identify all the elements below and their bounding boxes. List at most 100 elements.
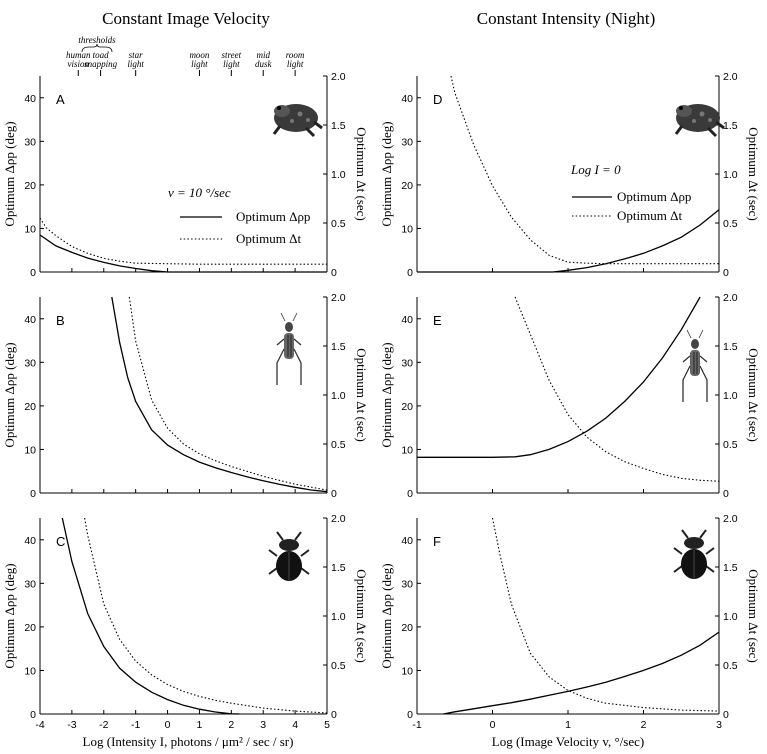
panel-b-ytick-right-label: 2.0 (331, 292, 346, 304)
panel-f-ytick-left-label: 30 (401, 578, 413, 590)
panel-f-series-rho (443, 631, 720, 715)
panel-f-ytick-right-label: 2.0 (723, 513, 738, 525)
panel-a-ytick-right-label: 2.0 (331, 71, 346, 83)
panel-f-ytick-left-label: 0 (407, 709, 413, 721)
panel-d-ytick-right-label: 1.0 (723, 169, 738, 181)
panel-d-letter: D (433, 92, 442, 107)
panel-f-ytick-left-label: 40 (401, 535, 413, 547)
panel-c-xtick-label: 4 (292, 719, 298, 731)
panel-f-xtick-label: 1 (565, 719, 571, 731)
panel-d-ytick-right-label: 1.5 (723, 120, 738, 132)
panel-a-ytick-left-label: 40 (24, 93, 36, 105)
panel-b-ytick-left-label: 0 (30, 488, 36, 500)
panel-e-ytick-right-label: 2.0 (723, 292, 738, 304)
panel-b-ytick-right-label: 1.0 (331, 390, 346, 402)
panel-f-y-axis-title-right: Optimum Δt (sec) (746, 569, 761, 663)
panel-a-y-axis-title-right: Optimum Δt (sec) (354, 127, 369, 221)
panel-c-ytick-right-label: 0 (331, 709, 337, 721)
panel-f-xtick-label: -1 (412, 719, 421, 731)
right-column-title: Constant Intensity (Night) (477, 9, 655, 28)
panel-c-ytick-left-label: 20 (24, 622, 36, 634)
threshold-label-line1: star (129, 50, 144, 60)
panel-c-xtick-label: 0 (165, 719, 171, 731)
panel-e-y-axis-title-left: Optimum Δρp (deg) (379, 342, 394, 447)
thresholds-bracket-label: thresholds (78, 35, 116, 45)
panel-f-series-dt (491, 517, 720, 712)
panel-b-ytick-left-label: 30 (24, 357, 36, 369)
cricket-icon (682, 329, 708, 402)
panel-b-series-rho (111, 296, 328, 493)
panel-f-y-axis-title-left: Optimum Δρp (deg) (379, 563, 394, 668)
panel-f-ytick-right-label: 0 (723, 709, 729, 721)
panel-c-xtick-label: 2 (228, 719, 234, 731)
panel-a-y-axis-title-left: Optimum Δρp (deg) (2, 121, 17, 226)
panel-c-ytick-right-label: 2.0 (331, 513, 346, 525)
panel-d-y-axis-title-left: Optimum Δρp (deg) (379, 121, 394, 226)
cricket-icon (276, 312, 302, 385)
threshold-label-line1: street (221, 50, 241, 60)
panel-f-ytick-left-label: 10 (401, 665, 413, 677)
panel-b-ytick-right-label: 0.5 (331, 439, 346, 451)
x-axis-title-right: Log (Image Velocity v, °/sec) (492, 734, 644, 749)
panel-b-ytick-left-label: 10 (24, 444, 36, 456)
panel-e-ytick-left-label: 40 (401, 314, 413, 326)
panel-e-ytick-left-label: 10 (401, 444, 413, 456)
panel-e-y-axis-title-right: Optimum Δt (sec) (746, 348, 761, 442)
panel-c-ytick-left-label: 0 (30, 709, 36, 721)
panel-c-xtick-label: -4 (35, 719, 44, 731)
panel-b-letter: B (56, 313, 65, 328)
panel-c-xtick-label: 5 (324, 719, 330, 731)
panel-e: 0 10 20 30 40 0 0.5 1.0 1.5 2.0 E Optimum Δρp (deg)… (379, 292, 761, 500)
threshold-label-line2: light (191, 59, 208, 69)
toad-icon (674, 104, 725, 138)
panel-c-ytick-left-label: 30 (24, 578, 36, 590)
panel-d-series-rho (417, 209, 720, 273)
panel-c-y-axis-title-left: Optimum Δρp (deg) (2, 563, 17, 668)
panel-d: 0 10 20 30 40 0 0.5 1.0 1.5 2.0 D Optimum Δρp (deg)… (379, 71, 761, 279)
threshold-label-line1: toad (93, 50, 110, 60)
panel-a-ytick-left-label: 0 (30, 267, 36, 279)
panel-b: 0 10 20 30 40 0 0.5 1.0 1.5 2.0 B Optimum Δρp (deg)… (2, 292, 369, 500)
panel-c-xtick-label: -2 (99, 719, 108, 731)
panel-e-ytick-left-label: 0 (407, 488, 413, 500)
panel-f-ytick-left-label: 20 (401, 622, 413, 634)
panel-c-xtick-label: -3 (67, 719, 76, 731)
panel-a: 0 10 20 30 40 0 0.5 1.0 1.5 2.0 A Optimum Δρp (deg)… (2, 71, 369, 279)
panel-d-ytick-left-label: 30 (401, 136, 413, 148)
panel-f-ytick-right-label: 1.5 (723, 562, 738, 574)
left-column-title: Constant Image Velocity (102, 9, 270, 28)
panel-a-ytick-left-label: 10 (24, 223, 36, 235)
threshold-label-line2: light (223, 59, 240, 69)
panel-f-ytick-right-label: 1.0 (723, 611, 738, 623)
threshold-label-line2: dusk (255, 59, 273, 69)
panel-e-ytick-left-label: 30 (401, 357, 413, 369)
panel-b-series-dt (128, 296, 328, 491)
threshold-label-line2: snapping (84, 59, 118, 69)
panel-e-ytick-right-label: 1.5 (723, 341, 738, 353)
panel-d-ytick-left-label: 20 (401, 180, 413, 192)
panel-c-series-rho (61, 517, 240, 715)
panel-a-ytick-right-label: 1.5 (331, 120, 346, 132)
panel-e-ytick-left-label: 20 (401, 401, 413, 413)
panel-c-ytick-left-label: 10 (24, 665, 36, 677)
thresholds-bracket (81, 43, 113, 53)
panel-c-xtick-label: 1 (197, 719, 203, 731)
legend-a-dotted-label: Optimum Δt (236, 231, 301, 246)
panel-d-series-dt (450, 75, 719, 265)
panel-c-letter: C (56, 534, 65, 549)
panel-d-ytick-right-label: 0.5 (723, 218, 738, 230)
panel-a-letter: A (56, 92, 65, 107)
panel-f-xtick-label: 0 (490, 719, 496, 731)
panel-e-letter: E (433, 313, 442, 328)
panel-c-y-axis-title-right: Optimum Δt (sec) (354, 569, 369, 663)
threshold-label-line2: vision (68, 59, 90, 69)
panel-c-ytick-right-label: 1.0 (331, 611, 346, 623)
panel-b-y-axis-title-left: Optimum Δρp (deg) (2, 342, 17, 447)
panel-c-ytick-right-label: 0.5 (331, 660, 346, 672)
panel-b-ytick-left-label: 20 (24, 401, 36, 413)
panel-d-ytick-left-label: 0 (407, 267, 413, 279)
panel-a-ytick-left-label: 20 (24, 180, 36, 192)
beetle-icon (268, 531, 310, 581)
panel-d-ytick-left-label: 40 (401, 93, 413, 105)
